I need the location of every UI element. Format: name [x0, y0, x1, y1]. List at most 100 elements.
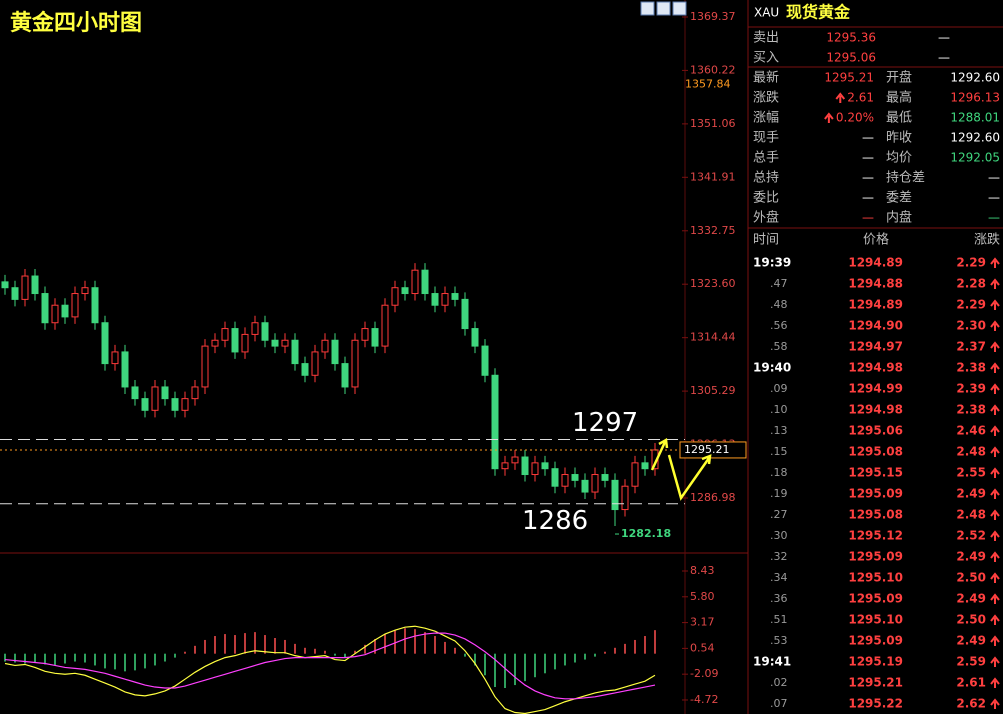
- y-tick-label: 5.80: [690, 590, 715, 603]
- tick-change: 2.49: [956, 634, 986, 648]
- candle-body: [281, 339, 289, 347]
- stat-value: —: [862, 191, 874, 205]
- candle-body: [71, 293, 79, 318]
- candle-body: [101, 322, 109, 365]
- candle-body: [11, 287, 19, 300]
- tick-change: 2.29: [956, 256, 986, 270]
- up-arrow: [990, 425, 1000, 436]
- y-tick-label: 0.54: [690, 641, 715, 654]
- up-arrow: [990, 362, 1000, 373]
- stat-value: 2.61: [847, 91, 874, 105]
- candle-body: [381, 304, 389, 347]
- candle-body: [451, 293, 459, 300]
- tick-time: .58: [770, 340, 788, 353]
- tool-button[interactable]: [672, 1, 687, 16]
- candle-body: [371, 328, 379, 347]
- last-price-box: [679, 441, 747, 459]
- tick-change: 2.49: [956, 550, 986, 564]
- candle-body: [251, 322, 259, 335]
- tick-change: 2.37: [956, 340, 986, 354]
- candle-body: [21, 275, 29, 300]
- candle-body: [151, 386, 159, 411]
- level-label: 1286: [522, 506, 588, 536]
- up-arrow: [990, 551, 1000, 562]
- tick-time: .10: [770, 403, 788, 416]
- tick-time: .32: [770, 550, 788, 563]
- tick-time: .34: [770, 571, 788, 584]
- up-arrow: [990, 677, 1000, 688]
- tick-time: .53: [770, 634, 788, 647]
- candle-body: [141, 398, 149, 411]
- tick-price: 1295.12: [848, 529, 903, 543]
- candle-body: [441, 293, 449, 306]
- y-tick-label: -2.09: [690, 667, 718, 680]
- y-tick-label: 8.43: [690, 564, 715, 577]
- candle-body: [41, 293, 49, 324]
- stat-label: 最新: [753, 70, 779, 86]
- tick-price: 1295.09: [848, 634, 903, 648]
- candle-body: [61, 304, 69, 318]
- candle-body: [321, 339, 329, 353]
- tick-time: .13: [770, 424, 788, 437]
- stat-value: 1295.21: [824, 71, 874, 85]
- quote-panel: 卖出 1295.36 — 买入 1295.06 — 最新 1295.21 开盘 1292.60 涨跌…: [753, 31, 1000, 711]
- toolbar[interactable]: [640, 1, 687, 16]
- stat-label: 外盘: [753, 210, 779, 226]
- candle-body: [411, 269, 419, 295]
- candle-body: [161, 386, 169, 400]
- tick-time: .30: [770, 529, 788, 542]
- stat-value: 1292.05: [950, 151, 1000, 165]
- y-tick-label: -4.72: [690, 693, 718, 706]
- candle-body: [561, 474, 569, 487]
- up-arrow: [990, 530, 1000, 541]
- tick-change: 2.39: [956, 382, 986, 396]
- tick-change: 2.59: [956, 655, 986, 669]
- stat-value: 1292.60: [950, 71, 1000, 85]
- stat-value: 1296.13: [950, 91, 1000, 105]
- y-tick-label: 1332.75: [690, 224, 736, 237]
- candle-body: [601, 474, 609, 481]
- stat-label: 现手: [753, 131, 779, 146]
- tick-time: .27: [770, 508, 788, 521]
- ticks-header: 涨跌: [974, 232, 1000, 248]
- row-label: 买入: [753, 51, 779, 66]
- tick-price: 1295.22: [848, 697, 903, 711]
- up-arrow: [824, 112, 834, 123]
- up-arrow: [990, 341, 1000, 352]
- y-tick-label: 1360.22: [690, 63, 736, 76]
- candle-body: [391, 287, 399, 306]
- candle-body: [631, 462, 639, 487]
- level-label: 1297: [572, 408, 638, 438]
- macd-chart: 8.43 5.80 3.17 0.54 -2.09 -4.72: [4, 564, 718, 714]
- candle-body: [501, 462, 509, 470]
- tool-button[interactable]: [640, 1, 655, 16]
- tick-time: .36: [770, 592, 788, 605]
- arrow: [650, 441, 667, 471]
- tick-change: 2.38: [956, 361, 986, 375]
- up-arrow: [990, 467, 1000, 478]
- stat-label: 最高: [886, 90, 912, 106]
- tick-price: 1294.98: [848, 403, 903, 417]
- tick-time: .18: [770, 466, 788, 479]
- tick-price: 1294.88: [848, 277, 903, 291]
- tool-button[interactable]: [656, 1, 671, 16]
- row-volume: —: [938, 31, 950, 45]
- candle-body: [201, 345, 209, 388]
- candle-body: [211, 339, 219, 347]
- candle-body: [361, 328, 369, 341]
- stat-value: —: [862, 211, 874, 225]
- tick-time: 19:40: [753, 361, 791, 375]
- tick-price: 1294.99: [848, 382, 903, 396]
- y-tick-label: 1351.06: [690, 117, 736, 130]
- tick-price: 1295.15: [848, 466, 903, 480]
- candle-body: [461, 298, 469, 330]
- candle-body: [271, 339, 279, 347]
- up-arrow: [990, 257, 1000, 268]
- candle-body: [51, 304, 59, 324]
- tick-time: .07: [770, 697, 788, 710]
- up-arrow: [990, 509, 1000, 520]
- stat-label: 内盘: [886, 210, 912, 226]
- candle-body: [311, 351, 319, 376]
- up-arrow: [835, 92, 846, 103]
